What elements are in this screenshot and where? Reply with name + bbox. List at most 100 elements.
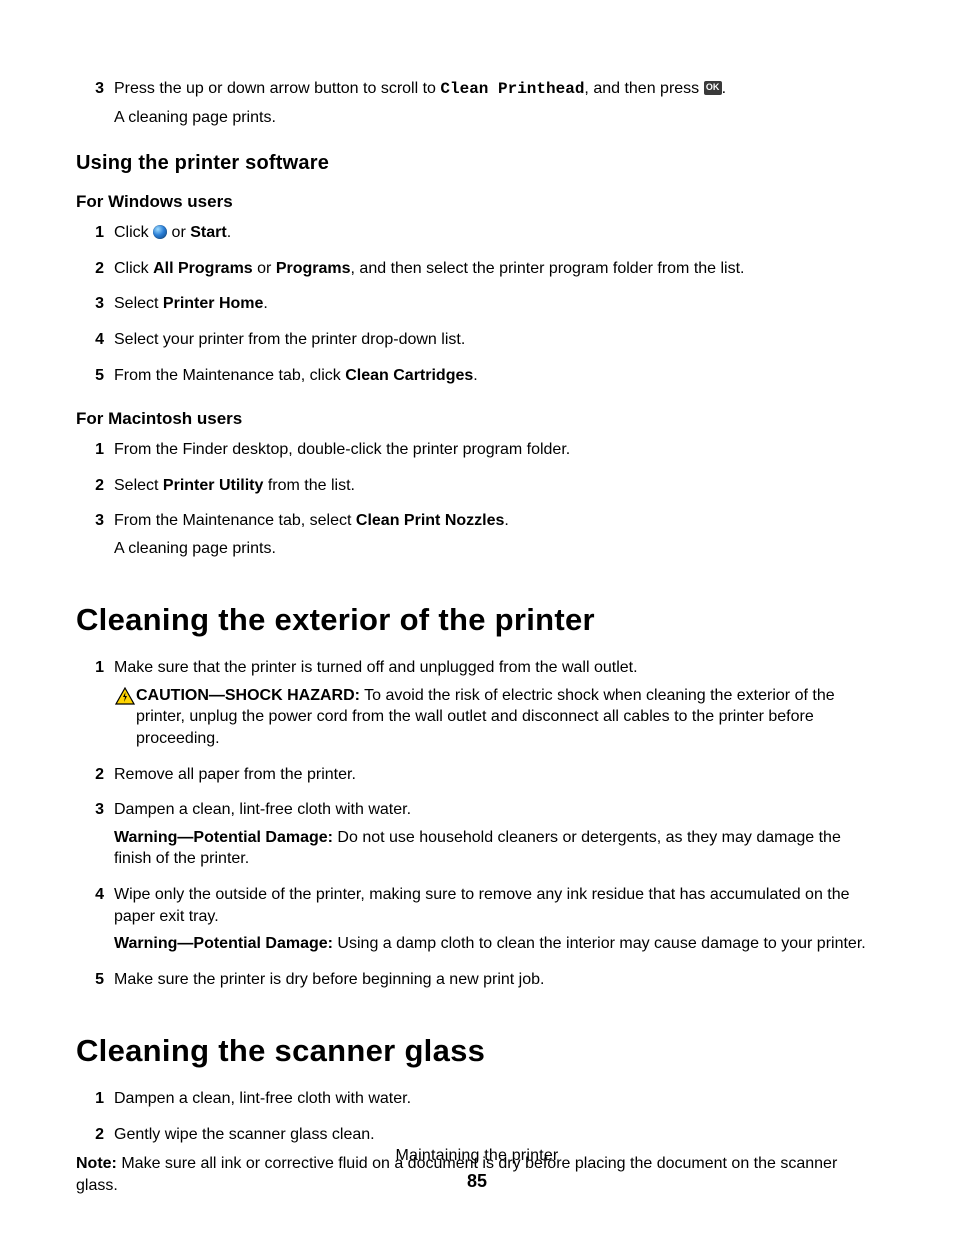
text: . (722, 80, 726, 97)
mac-step-1: 1 From the Finder desktop, double-click … (76, 439, 878, 461)
page-footer: Maintaining the printer 85 (0, 1145, 954, 1193)
step-body: Select Printer Home. (114, 293, 878, 315)
step-number: 2 (76, 1124, 114, 1146)
step-number: 5 (76, 969, 114, 991)
step-number: 3 (76, 78, 114, 128)
bold-text: All Programs (153, 260, 253, 277)
step-body: Make sure that the printer is turned off… (114, 657, 878, 749)
text: , and then select the printer program fo… (351, 260, 745, 277)
step-body: From the Finder desktop, double-click th… (114, 439, 878, 461)
ext-step-4: 4 Wipe only the outside of the printer, … (76, 884, 878, 955)
bold-text: Start (190, 224, 226, 241)
warning-body: Using a damp cloth to clean the interior… (333, 935, 866, 952)
step-body: From the Maintenance tab, click Clean Ca… (114, 365, 878, 387)
step-body: Press the up or down arrow button to scr… (114, 78, 878, 128)
win-step-3: 3 Select Printer Home. (76, 293, 878, 315)
mac-step-2: 2 Select Printer Utility from the list. (76, 475, 878, 497)
windows-start-orb-icon (153, 225, 167, 239)
step-body: Dampen a clean, lint-free cloth with wat… (114, 799, 878, 870)
warning-label: Warning—Potential Damage: (114, 935, 333, 952)
mac-steps: 1 From the Finder desktop, double-click … (76, 439, 878, 559)
ext-step-3: 3 Dampen a clean, lint-free cloth with w… (76, 799, 878, 870)
step-number: 3 (76, 293, 114, 315)
text: . (473, 367, 477, 384)
text: or (167, 224, 190, 241)
win-step-4: 4 Select your printer from the printer d… (76, 329, 878, 351)
heading-windows: For Windows users (76, 191, 878, 214)
warning-block: Warning—Potential Damage: Using a damp c… (114, 933, 878, 955)
text: From the Maintenance tab, select (114, 512, 356, 529)
step-body: Gently wipe the scanner glass clean. (114, 1124, 878, 1146)
step-number: 2 (76, 764, 114, 786)
text: . (227, 224, 231, 241)
ok-button-icon: OK (704, 81, 722, 95)
step-body: Make sure the printer is dry before begi… (114, 969, 878, 991)
warning-label: Warning—Potential Damage: (114, 829, 333, 846)
step-number: 4 (76, 329, 114, 351)
exterior-steps: 1 Make sure that the printer is turned o… (76, 657, 878, 990)
caution-block: CAUTION—SHOCK HAZARD: To avoid the risk … (114, 685, 878, 750)
mac-step-3: 3 From the Maintenance tab, select Clean… (76, 510, 878, 559)
step-number: 5 (76, 365, 114, 387)
text: Dampen a clean, lint-free cloth with wat… (114, 801, 411, 818)
text: . (263, 295, 267, 312)
ext-step-2: 2 Remove all paper from the printer. (76, 764, 878, 786)
heading-exterior: Cleaning the exterior of the printer (76, 599, 878, 641)
text: From the Maintenance tab, click (114, 367, 345, 384)
step-number: 1 (76, 222, 114, 244)
step-number: 2 (76, 475, 114, 497)
windows-steps: 1 Click or Start. 2 Click All Programs o… (76, 222, 878, 386)
sub-text: A cleaning page prints. (114, 538, 878, 560)
bold-text: Clean Cartridges (345, 367, 473, 384)
warning-block: Warning—Potential Damage: Do not use hou… (114, 827, 878, 870)
step-body: Click All Programs or Programs, and then… (114, 258, 878, 280)
step-number: 2 (76, 258, 114, 280)
ext-step-5: 5 Make sure the printer is dry before be… (76, 969, 878, 991)
text: Make sure that the printer is turned off… (114, 659, 638, 676)
heading-mac: For Macintosh users (76, 408, 878, 431)
top-steps: 3 Press the up or down arrow button to s… (76, 78, 878, 128)
footer-page-number: 85 (0, 1169, 954, 1193)
step-body: Remove all paper from the printer. (114, 764, 878, 786)
step-body: Select Printer Utility from the list. (114, 475, 878, 497)
step-number: 1 (76, 439, 114, 461)
heading-software: Using the printer software (76, 150, 878, 177)
win-step-1: 1 Click or Start. (76, 222, 878, 244)
step-body: Select your printer from the printer dro… (114, 329, 878, 351)
mono-text: Clean Printhead (440, 80, 584, 98)
caution-label: CAUTION—SHOCK HAZARD: (136, 687, 360, 704)
scan-step-1: 1 Dampen a clean, lint-free cloth with w… (76, 1088, 878, 1110)
top-step-3: 3 Press the up or down arrow button to s… (76, 78, 878, 128)
sub-text: A cleaning page prints. (114, 107, 878, 129)
footer-title: Maintaining the printer (0, 1145, 954, 1167)
step-body: From the Maintenance tab, select Clean P… (114, 510, 878, 559)
text: Click (114, 260, 153, 277)
heading-scanner: Cleaning the scanner glass (76, 1030, 878, 1072)
text: Select (114, 477, 163, 494)
caution-shock-icon (114, 685, 136, 750)
step-number: 3 (76, 510, 114, 559)
scanner-steps: 1 Dampen a clean, lint-free cloth with w… (76, 1088, 878, 1145)
text: or (253, 260, 276, 277)
bold-text: Programs (276, 260, 351, 277)
step-number: 4 (76, 884, 114, 955)
step-number: 1 (76, 657, 114, 749)
bold-text: Printer Home (163, 295, 263, 312)
text: Wipe only the outside of the printer, ma… (114, 886, 850, 925)
step-body: Click or Start. (114, 222, 878, 244)
text: , and then press (584, 80, 703, 97)
step-number: 1 (76, 1088, 114, 1110)
win-step-5: 5 From the Maintenance tab, click Clean … (76, 365, 878, 387)
ext-step-1: 1 Make sure that the printer is turned o… (76, 657, 878, 749)
win-step-2: 2 Click All Programs or Programs, and th… (76, 258, 878, 280)
text: from the list. (263, 477, 355, 494)
step-body: Dampen a clean, lint-free cloth with wat… (114, 1088, 878, 1110)
text: Click (114, 224, 153, 241)
text: Press the up or down arrow button to scr… (114, 80, 440, 97)
text: Select (114, 295, 163, 312)
text: . (504, 512, 508, 529)
scan-step-2: 2 Gently wipe the scanner glass clean. (76, 1124, 878, 1146)
caution-text: CAUTION—SHOCK HAZARD: To avoid the risk … (136, 685, 878, 750)
step-body: Wipe only the outside of the printer, ma… (114, 884, 878, 955)
bold-text: Clean Print Nozzles (356, 512, 504, 529)
